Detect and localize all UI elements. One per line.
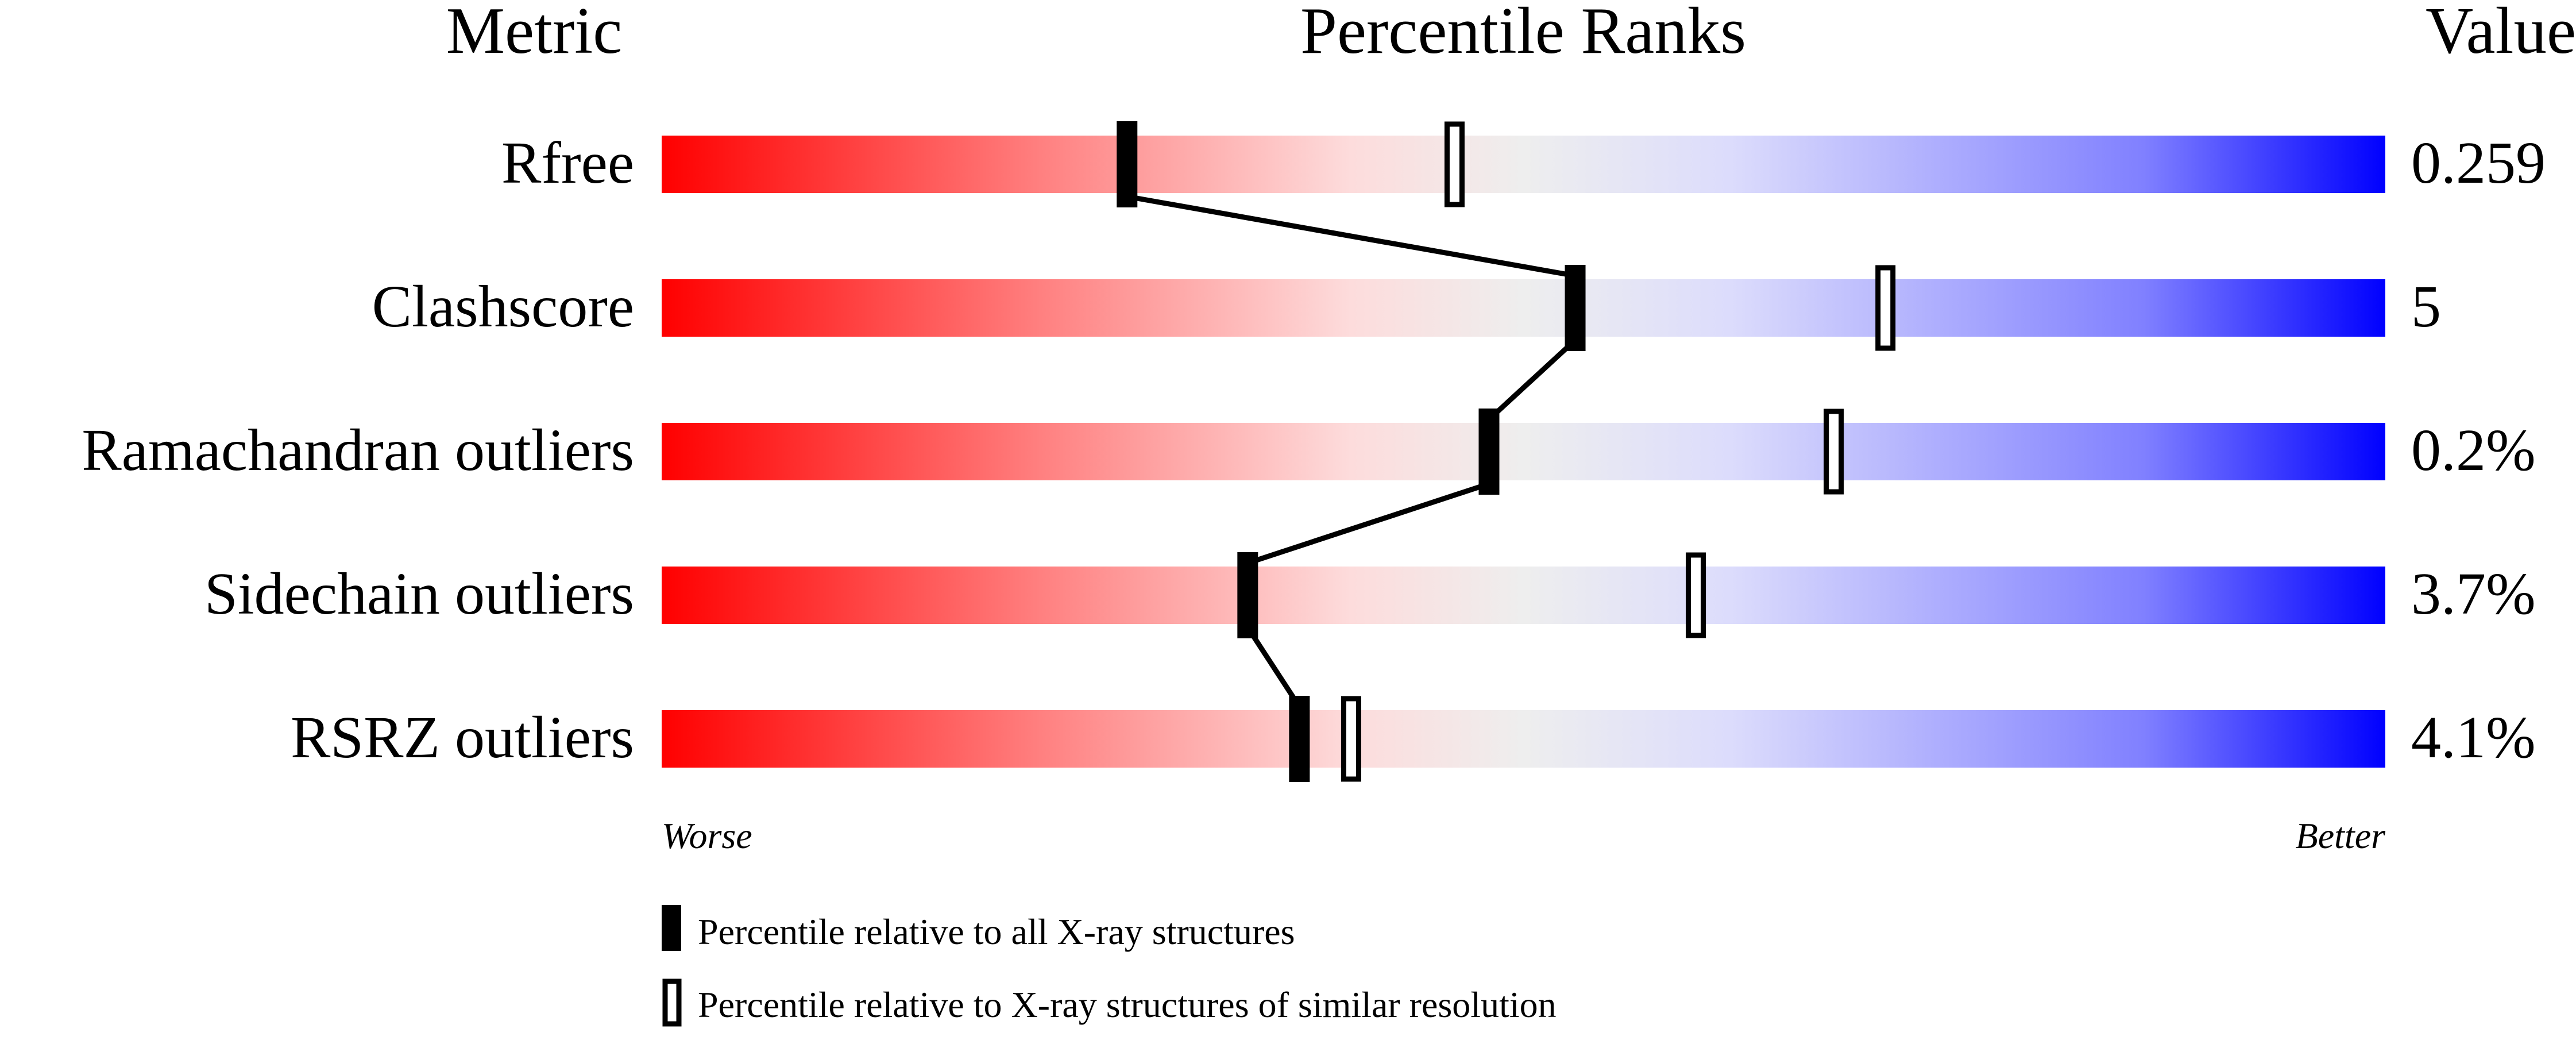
legend-open-marker [662, 978, 682, 1027]
gradient-bar [662, 423, 2385, 480]
legend-open-label: Percentile relative to X-ray structures … [698, 984, 1557, 1025]
worse-label: Worse [662, 815, 752, 856]
metric-value: 5 [2411, 273, 2441, 340]
header-value: Value [2426, 0, 2576, 67]
metric-value: 0.2% [2411, 417, 2536, 483]
marker-similar-resolution [1824, 409, 1844, 495]
marker-similar-resolution [1444, 121, 1465, 207]
gradient-bar [662, 710, 2385, 768]
marker-similar-resolution [1341, 696, 1361, 782]
metric-value: 3.7% [2411, 561, 2536, 627]
marker-similar-resolution [1686, 552, 1706, 638]
legend-filled-marker [662, 905, 681, 951]
gradient-bar [662, 567, 2385, 624]
connector-line [1245, 626, 1302, 708]
marker-similar-resolution [1875, 265, 1896, 351]
metric-value: 4.1% [2411, 704, 2536, 770]
marker-all-structures [1237, 552, 1258, 638]
metric-label: Sidechain outliers [204, 561, 634, 627]
metric-label: Rfree [501, 130, 634, 196]
connector-line [1126, 194, 1576, 279]
header-percentile-ranks: Percentile Ranks [1300, 0, 1746, 67]
gradient-bar [662, 136, 2385, 193]
better-label: Better [2296, 815, 2386, 856]
connector-line [1487, 338, 1577, 422]
metric-label: Clashscore [372, 273, 634, 340]
legend-filled-label: Percentile relative to all X-ray structu… [698, 911, 1295, 952]
marker-all-structures [1289, 696, 1310, 782]
marker-all-structures [1117, 121, 1138, 207]
marker-all-structures [1478, 409, 1500, 495]
gradient-bar [662, 279, 2385, 337]
metric-label: RSRZ outliers [291, 704, 634, 770]
metric-label: Ramachandran outliers [82, 417, 634, 483]
metric-value: 0.259 [2411, 130, 2546, 196]
marker-all-structures [1565, 265, 1586, 351]
header-metric: Metric [446, 0, 623, 67]
connector-line [1246, 481, 1490, 566]
